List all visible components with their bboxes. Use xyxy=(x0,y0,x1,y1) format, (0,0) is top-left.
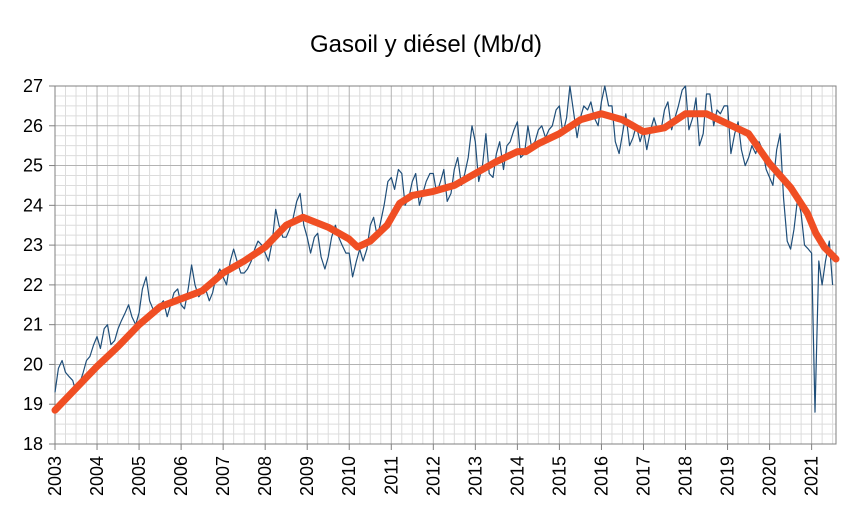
x-tick-label: 2021 xyxy=(802,456,822,496)
x-tick-label: 2009 xyxy=(297,456,317,496)
y-tick-label: 19 xyxy=(23,394,43,414)
x-tick-label: 2003 xyxy=(45,456,65,496)
grid xyxy=(54,85,836,445)
y-tick-label: 18 xyxy=(23,434,43,454)
y-axis: 18 19 20 21 22 23 24 25 26 27 xyxy=(23,76,55,454)
x-tick-label: 2018 xyxy=(676,456,696,496)
x-tick-label: 2011 xyxy=(381,456,401,495)
x-tick-label: 2004 xyxy=(87,456,107,496)
y-tick-label: 20 xyxy=(23,354,43,374)
series-line-trend xyxy=(51,110,840,414)
plot-border xyxy=(54,85,837,445)
plot-frame xyxy=(54,85,837,445)
y-tick-label: 21 xyxy=(23,315,43,335)
x-tick-label: 2010 xyxy=(339,456,359,496)
x-tick-label: 2020 xyxy=(760,456,780,496)
y-tick-label: 27 xyxy=(23,76,43,96)
x-tick-label: 2019 xyxy=(718,456,738,496)
series-line-monthly xyxy=(54,85,834,413)
y-tick-label: 23 xyxy=(23,235,43,255)
x-axis: 2003 2004 2005 2006 2007 2008 2009 2010 2011 2012… xyxy=(45,444,822,496)
y-tick-label: 26 xyxy=(23,116,43,136)
x-tick-label: 2015 xyxy=(549,456,569,496)
y-tick-label: 22 xyxy=(23,275,43,295)
x-tick-label: 2012 xyxy=(423,456,443,496)
x-tick-label: 2007 xyxy=(213,456,233,496)
x-tick-label: 2005 xyxy=(129,456,149,496)
y-tick-label: 24 xyxy=(23,195,43,215)
x-tick-label: 2006 xyxy=(171,456,191,496)
x-tick-label: 2013 xyxy=(465,456,485,496)
series-layer xyxy=(51,85,840,414)
x-tick-label: 2017 xyxy=(633,456,653,496)
chart-title: Gasoil y diésel (Mb/d) xyxy=(310,31,542,58)
x-tick-label: 2014 xyxy=(507,456,527,496)
y-tick-label: 25 xyxy=(23,156,43,176)
x-tick-label: 2016 xyxy=(591,456,611,496)
x-tick-label: 2008 xyxy=(255,456,275,496)
